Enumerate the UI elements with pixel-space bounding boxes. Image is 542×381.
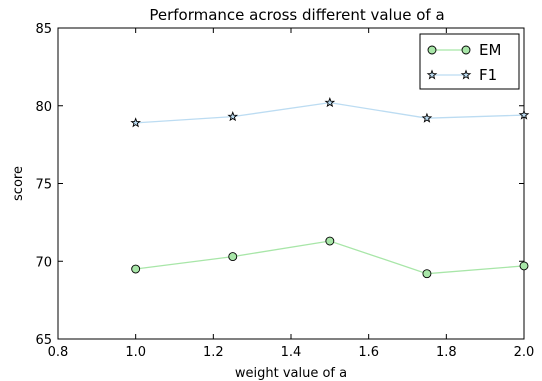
data-point-f1 <box>227 111 239 122</box>
legend-marker <box>461 45 471 55</box>
legend-marker <box>427 45 437 55</box>
legend-entry-em: EM <box>427 41 501 59</box>
data-point-f1 <box>324 97 336 108</box>
x-tick-label: 1.0 <box>125 345 146 360</box>
legend-label: F1 <box>479 66 497 84</box>
legend-marker <box>460 69 472 80</box>
data-point-em <box>131 264 141 274</box>
data-point-f1 <box>421 112 433 123</box>
legend-marker <box>426 69 438 80</box>
legend: EM F1 <box>419 33 520 90</box>
x-tick-label: 1.6 <box>358 345 379 360</box>
series-em <box>131 236 529 279</box>
axis-ticks: 0.8 1.0 1.2 1.4 1.6 1.8 2.0 65 70 75 80 85 <box>35 22 534 360</box>
data-point-f1 <box>130 117 141 128</box>
x-axis-label: weight value of a <box>235 366 347 381</box>
x-tick-label: 1.2 <box>203 345 224 360</box>
series-f1 <box>130 97 530 128</box>
y-tick-label: 75 <box>35 178 52 193</box>
data-point-em <box>422 269 432 279</box>
chart-title: Performance across different value of a <box>149 6 444 24</box>
legend-box <box>419 33 520 90</box>
data-point-em <box>519 261 529 271</box>
series-line-f1 <box>135 101 525 124</box>
x-tick-label: 1.8 <box>436 345 457 360</box>
x-tick-label: 0.8 <box>48 345 69 360</box>
y-tick-label: 85 <box>35 22 52 37</box>
x-tick-label: 2.0 <box>514 345 535 360</box>
data-point-em <box>325 236 335 246</box>
data-point-f1 <box>518 109 530 120</box>
legend-entry-f1: F1 <box>426 66 497 84</box>
x-tick-label: 1.4 <box>281 345 302 360</box>
y-tick-label: 70 <box>35 255 52 270</box>
series-line-em <box>135 240 525 275</box>
legend-label: EM <box>479 41 501 59</box>
data-point-em <box>228 252 238 262</box>
y-tick-label: 65 <box>35 333 52 348</box>
y-tick-label: 80 <box>35 100 52 115</box>
y-axis-label: score <box>11 166 26 201</box>
series-layer <box>130 97 530 279</box>
